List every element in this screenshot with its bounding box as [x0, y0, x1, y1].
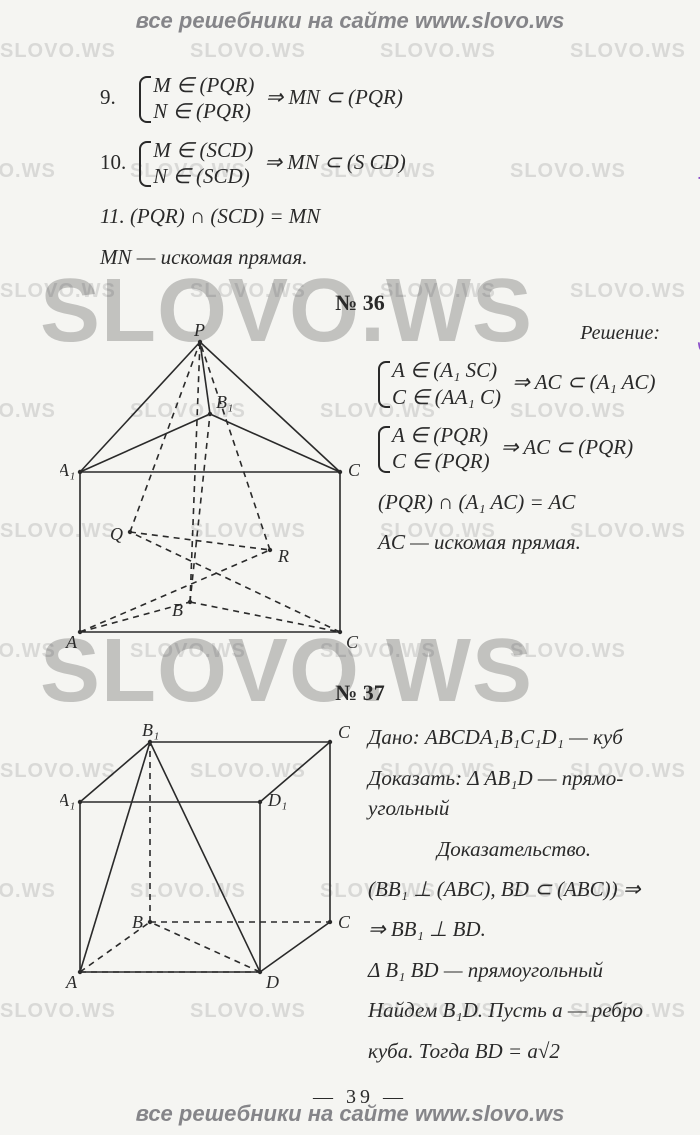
section-37: A D B C A₁ D₁ B₁ C₁ Дано: ABCDA₁B₁C₁D₁ — куб До… [60, 712, 660, 1072]
svg-text:D: D [265, 972, 279, 992]
text-36: Решение: A ∈ (A₁ SC) C ∈ (AA₁ C) ⇒ AC ⊂ … [378, 322, 660, 563]
svg-text:A: A [65, 632, 78, 652]
heading-37: № 37 [60, 680, 660, 706]
svg-text:B: B [132, 912, 143, 932]
svg-text:C: C [338, 912, 350, 932]
svg-text:A₁: A₁ [60, 460, 75, 480]
svg-text:C: C [346, 632, 359, 652]
side-watermark: все решебники на www.slovo.ws [694, 100, 700, 456]
figure-36: A C B A₁ C₁ B₁ P Q R [60, 322, 360, 652]
figure-37: A D B C A₁ D₁ B₁ C₁ [60, 712, 350, 1002]
svg-text:B₁: B₁ [142, 720, 159, 740]
svg-text:Q: Q [110, 524, 123, 544]
line-10: 10. M ∈ (SCD) N ∈ (SCD) ⇒ MN ⊂ (S CD) [100, 137, 660, 192]
svg-text:P: P [193, 322, 205, 340]
svg-text:B: B [172, 600, 183, 620]
line-9: 9. M ∈ (PQR) N ∈ (PQR) ⇒ MN ⊂ (PQR) [100, 72, 660, 127]
svg-text:A₁: A₁ [60, 790, 75, 810]
page-content: 9. M ∈ (PQR) N ∈ (PQR) ⇒ MN ⊂ (PQR) 10. … [60, 28, 660, 1109]
section-36: A C B A₁ C₁ B₁ P Q R Решение: A ∈ (A₁ SC) C ∈ (A… [60, 322, 660, 652]
svg-text:A: A [65, 972, 78, 992]
line-11: 11. (PQR) ∩ (SCD) = MN [100, 201, 660, 231]
line-11b: MN — искомая прямая. [100, 242, 660, 272]
page-number: — 39 — [60, 1086, 660, 1109]
heading-36: № 36 [60, 290, 660, 316]
solving-label: Решение: [378, 322, 660, 345]
text-37: Дано: ABCDA₁B₁C₁D₁ — куб Доказать: Δ AB₁… [368, 712, 660, 1072]
svg-text:R: R [277, 546, 289, 566]
svg-text:B₁: B₁ [216, 392, 233, 412]
svg-text:C₁: C₁ [338, 722, 350, 742]
svg-text:D₁: D₁ [267, 790, 287, 810]
svg-text:C₁: C₁ [348, 460, 360, 480]
